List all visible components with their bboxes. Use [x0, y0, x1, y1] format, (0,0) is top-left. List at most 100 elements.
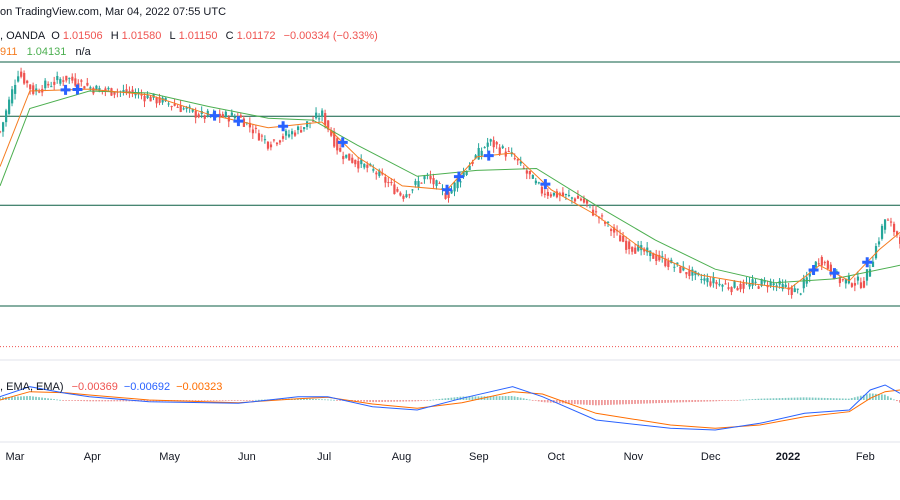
macd-pane: [0, 384, 900, 431]
macd-legend: , EMA, EMA) −0.00369 −0.00692 −0.00323: [0, 381, 225, 393]
macd-histogram-bar: [537, 400, 540, 402]
macd-histogram-bar: [721, 400, 724, 401]
macd-histogram-bar: [570, 400, 573, 404]
time-axis-tick-label: Jul: [317, 451, 331, 463]
macd-histogram-bar: [808, 397, 811, 400]
candle-body: [877, 241, 881, 245]
macd-histogram-bar: [486, 396, 489, 400]
ma-slow-line: [0, 90, 900, 284]
candle-body: [290, 131, 294, 135]
macd-histogram-bar: [399, 400, 402, 402]
macd-histogram-bar: [658, 400, 660, 404]
macd-histogram-bar: [588, 400, 591, 405]
candle-body: [185, 107, 188, 109]
candle-body: [254, 127, 258, 129]
candle-body: [170, 106, 173, 108]
candle-body: [140, 94, 143, 96]
macd-histogram-bar: [83, 400, 86, 402]
macd-histogram-bar: [239, 400, 242, 401]
macd-histogram-bar: [640, 400, 642, 404]
macd-histogram-bar: [865, 394, 868, 400]
candle-body: [306, 121, 309, 127]
macd-histogram-bar: [333, 399, 335, 401]
candle-body: [381, 172, 384, 175]
macd-histogram-bar: [402, 400, 405, 402]
candle-body: [312, 120, 315, 122]
macd-histogram-bar: [733, 400, 736, 401]
macd-histogram-bar: [32, 396, 34, 400]
macd-histogram-bar: [534, 400, 537, 401]
open-value: 1.01506: [62, 30, 103, 42]
high-value: 1.01580: [121, 30, 162, 42]
candle-body: [456, 179, 459, 189]
macd-histogram-bar: [423, 400, 426, 401]
macd-histogram-bar: [549, 400, 552, 403]
macd-histogram-bar: [251, 400, 254, 401]
macd-histogram-bar: [528, 399, 531, 401]
macd-histogram-bar: [435, 399, 438, 401]
macd-histogram-bar: [438, 398, 441, 400]
macd-histogram-bar: [110, 400, 113, 402]
candle-body: [664, 258, 667, 267]
candle-body: [122, 90, 125, 92]
macd-histogram-bar: [41, 397, 43, 400]
ma-fast-value: 911: [0, 46, 18, 58]
macd-histogram-bar: [321, 399, 323, 401]
macd-histogram-bar: [649, 400, 651, 404]
macd-histogram-bar: [432, 399, 435, 401]
candle-body: [748, 282, 751, 287]
macd-histogram-bar: [260, 399, 263, 401]
candle-body: [634, 247, 637, 254]
candle-body: [450, 189, 453, 194]
candle-body: [354, 159, 357, 165]
macd-histogram-bar: [655, 400, 657, 404]
macd-histogram-bar: [625, 400, 627, 405]
candle-body: [363, 163, 366, 168]
candle-body: [300, 130, 303, 133]
macd-histogram-bar: [80, 400, 83, 402]
published-line: on TradingView.com, Mar 04, 2022 07:55 U…: [0, 6, 229, 18]
candle-body: [420, 182, 423, 184]
macd-histogram-bar: [754, 398, 757, 400]
time-axis-tick-label: Jun: [238, 451, 256, 463]
macd-histogram-bar: [384, 400, 387, 402]
candle-body: [269, 144, 273, 148]
macd-histogram-bar: [637, 400, 639, 404]
candle-body: [775, 285, 778, 287]
candle-body: [74, 78, 77, 86]
macd-histogram-bar: [883, 394, 886, 400]
macd-histogram-bar: [453, 397, 456, 400]
candle-body: [646, 247, 649, 253]
macd-histogram-bar: [670, 400, 673, 403]
candle-body: [333, 131, 336, 147]
candle-body: [859, 282, 863, 288]
candle-body: [489, 139, 492, 142]
candle-body: [128, 91, 131, 93]
candle-body: [495, 142, 498, 145]
candle-body: [23, 73, 26, 84]
candle-body: [161, 97, 164, 103]
macd-histogram-bar: [564, 400, 567, 404]
candle-body: [790, 287, 793, 295]
macd-histogram-bar: [688, 400, 691, 403]
macd-histogram-bar: [354, 400, 356, 402]
macd-histogram-bar: [730, 400, 733, 401]
macd-histogram-bar: [242, 400, 245, 401]
symbol-label[interactable]: , OANDA: [0, 30, 46, 42]
candle-body: [303, 127, 306, 130]
horizontal-levels: [0, 61, 900, 348]
macd-histogram-bar: [661, 400, 664, 403]
macd-histogram-bar: [862, 394, 865, 400]
macd-histogram-bar: [372, 400, 375, 403]
candle-body: [525, 170, 528, 174]
candle-body: [537, 182, 540, 184]
candle-body: [573, 198, 577, 202]
macd-histogram-bar: [203, 400, 206, 401]
candle-body: [218, 113, 221, 118]
macd-histogram-bar: [817, 397, 820, 400]
candle-body: [655, 254, 658, 262]
macd-histogram-bar: [98, 400, 101, 402]
macd-histogram-bar: [44, 397, 46, 400]
candle-body: [396, 189, 399, 192]
